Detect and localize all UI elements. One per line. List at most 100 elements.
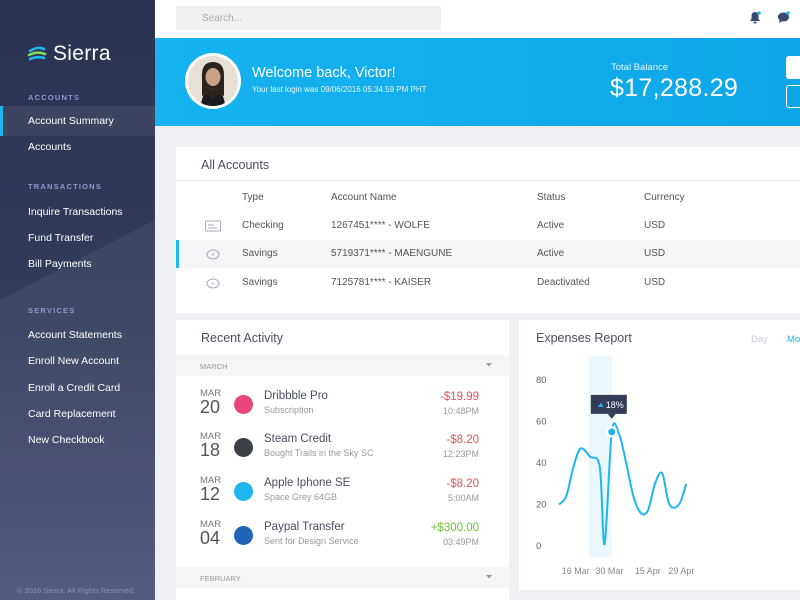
activity-day: 12 xyxy=(200,484,221,504)
column-header-status[interactable]: Status xyxy=(537,192,566,203)
month-group-header[interactable]: FEBRUARY xyxy=(176,567,509,588)
x-tick-label: 30 Mar xyxy=(595,566,623,576)
activity-subtitle: Sent for Design Service xyxy=(264,536,359,546)
x-tick-label: 29 Apr xyxy=(668,566,694,576)
sidebar-item-inquire-transactions[interactable]: Inquire Transactions xyxy=(28,206,123,218)
column-header-type[interactable]: Type xyxy=(242,192,264,203)
all-accounts-card: All Accounts Type Account Name Status Cu… xyxy=(176,147,800,313)
last-login-text: Your last login was 09/06/2016 05:34:59 … xyxy=(252,85,427,94)
steam-icon xyxy=(234,438,253,457)
piggy-bank-icon xyxy=(206,249,220,260)
recent-activity-card: Recent Activity MARCH MAR 20 Dribbble Pro S… xyxy=(176,320,509,600)
sidebar-texture xyxy=(0,220,155,600)
table-row[interactable]: Savings 5719371**** - MAENGUNE Active US… xyxy=(176,240,800,268)
tooltip-value: 18% xyxy=(606,400,624,410)
month-group-header[interactable]: MARCH xyxy=(176,355,509,376)
activity-time: 10:48PM xyxy=(442,406,479,416)
column-header-currency[interactable]: Currency xyxy=(644,192,685,203)
divider xyxy=(176,180,800,181)
account-currency: USD xyxy=(644,277,666,288)
sidebar-item-new-checkbook[interactable]: New Checkbook xyxy=(28,434,105,446)
tooltip-box xyxy=(590,394,627,414)
table-row[interactable]: Savings 7125781**** - KAISER Deactivated… xyxy=(176,269,800,297)
section-label-transactions: TRANSACTIONS xyxy=(28,182,102,191)
sidebar-item-fund-transfer[interactable]: Fund Transfer xyxy=(28,232,94,244)
expenses-report-title: Expenses Report xyxy=(536,331,632,345)
activity-subtitle: Subscription xyxy=(264,405,314,415)
sidebar-item-accounts[interactable]: Accounts xyxy=(28,141,72,153)
activity-day: 18 xyxy=(200,440,221,460)
tab-month[interactable]: Mo xyxy=(787,334,800,345)
activity-time: 5:00AM xyxy=(447,493,479,503)
activity-time: 12:23PM xyxy=(442,449,479,459)
avatar[interactable] xyxy=(185,53,241,109)
account-status: Active xyxy=(537,220,565,231)
activity-month: MAR xyxy=(200,431,222,442)
activity-subtitle: Space Grey 64GB xyxy=(264,492,338,502)
y-tick-label: 40 xyxy=(536,458,547,469)
sidebar-item-account-statements[interactable]: Account Statements xyxy=(28,329,122,341)
tooltip-pointer xyxy=(607,413,616,419)
section-label-accounts: ACCOUNTS xyxy=(28,93,81,102)
paypal-icon xyxy=(234,526,253,545)
highlight-band xyxy=(588,356,612,557)
month-label: MARCH xyxy=(200,362,228,371)
activity-amount: -$8.20 xyxy=(446,434,479,446)
activity-month: MAR xyxy=(200,475,222,486)
welcome-banner: Welcome back, Victor! Your last login wa… xyxy=(155,38,800,126)
recent-activity-title: Recent Activity xyxy=(201,331,283,345)
activity-month: MAR xyxy=(200,388,222,399)
y-tick-label: 0 xyxy=(536,541,541,552)
activity-name: Apple Iphone SE xyxy=(264,477,351,489)
search-input[interactable] xyxy=(176,6,441,30)
activity-name: Steam Credit xyxy=(264,433,332,445)
copyright: © 2016 Sierra. All Rights Reserved. xyxy=(17,586,136,595)
activity-amount: -$19.99 xyxy=(439,391,479,403)
account-status: Active xyxy=(537,248,565,259)
sidebar-item-enroll-new-account[interactable]: Enroll New Account xyxy=(28,355,120,367)
activity-amount: +$300.00 xyxy=(430,522,479,534)
activity-day: 04 xyxy=(200,528,221,548)
account-type: Savings xyxy=(242,277,278,288)
apple-store-icon xyxy=(234,482,253,501)
activity-time: 03:49PM xyxy=(442,537,479,547)
chat-icon[interactable] xyxy=(777,11,790,24)
checking-icon xyxy=(205,220,221,232)
activity-name: Paypal Transfer xyxy=(264,521,345,533)
topbar xyxy=(155,0,800,38)
piggy-bank-icon xyxy=(206,278,220,289)
account-name: 7125781**** - KAISER xyxy=(331,277,432,288)
activity-day: 20 xyxy=(200,397,221,417)
account-type: Savings xyxy=(242,248,278,259)
chevron-down-icon xyxy=(486,363,492,367)
x-tick-label: 15 Apr xyxy=(635,566,661,576)
activity-amount: -$8.20 xyxy=(446,478,479,490)
expenses-line-chart[interactable]: 0 20 40 60 80 16 Mar 30 Mar 15 Apr 29 Apr 18% xyxy=(519,320,800,590)
activity-name: Dribbble Pro xyxy=(264,390,328,402)
sidebar-item-enroll-credit-card[interactable]: Enroll a Credit Card xyxy=(28,382,121,394)
column-header-account-name[interactable]: Account Name xyxy=(331,192,397,203)
tab-day[interactable]: Day xyxy=(751,334,768,345)
x-tick-label: 16 Mar xyxy=(562,566,590,576)
brand-logo[interactable]: Sierra xyxy=(27,42,111,66)
section-label-services: SERVICES xyxy=(28,306,76,315)
banner-action-button-secondary[interactable] xyxy=(786,85,800,108)
y-tick-label: 60 xyxy=(536,417,547,428)
sidebar-item-bill-payments[interactable]: Bill Payments xyxy=(28,258,92,270)
account-status: Deactivated xyxy=(537,277,590,288)
account-currency: USD xyxy=(644,248,666,259)
bell-icon[interactable] xyxy=(749,11,761,24)
y-tick-label: 20 xyxy=(536,500,547,511)
account-type: Checking xyxy=(242,220,284,231)
activity-month: MAR xyxy=(200,519,222,530)
sidebar-item-card-replacement[interactable]: Card Replacement xyxy=(28,408,116,420)
banner-action-button-primary[interactable] xyxy=(786,56,800,79)
account-name: 1267451**** - WOLFE xyxy=(331,220,430,231)
sidebar-item-account-summary[interactable]: Account Summary xyxy=(0,106,155,136)
series-line xyxy=(558,422,688,545)
total-balance-label: Total Balance xyxy=(611,62,669,73)
welcome-message: Welcome back, Victor! xyxy=(252,65,396,81)
highlight-point xyxy=(606,426,618,438)
table-row[interactable]: Checking 1267451**** - WOLFE Active USD xyxy=(176,212,800,240)
dribbble-icon xyxy=(234,395,253,414)
